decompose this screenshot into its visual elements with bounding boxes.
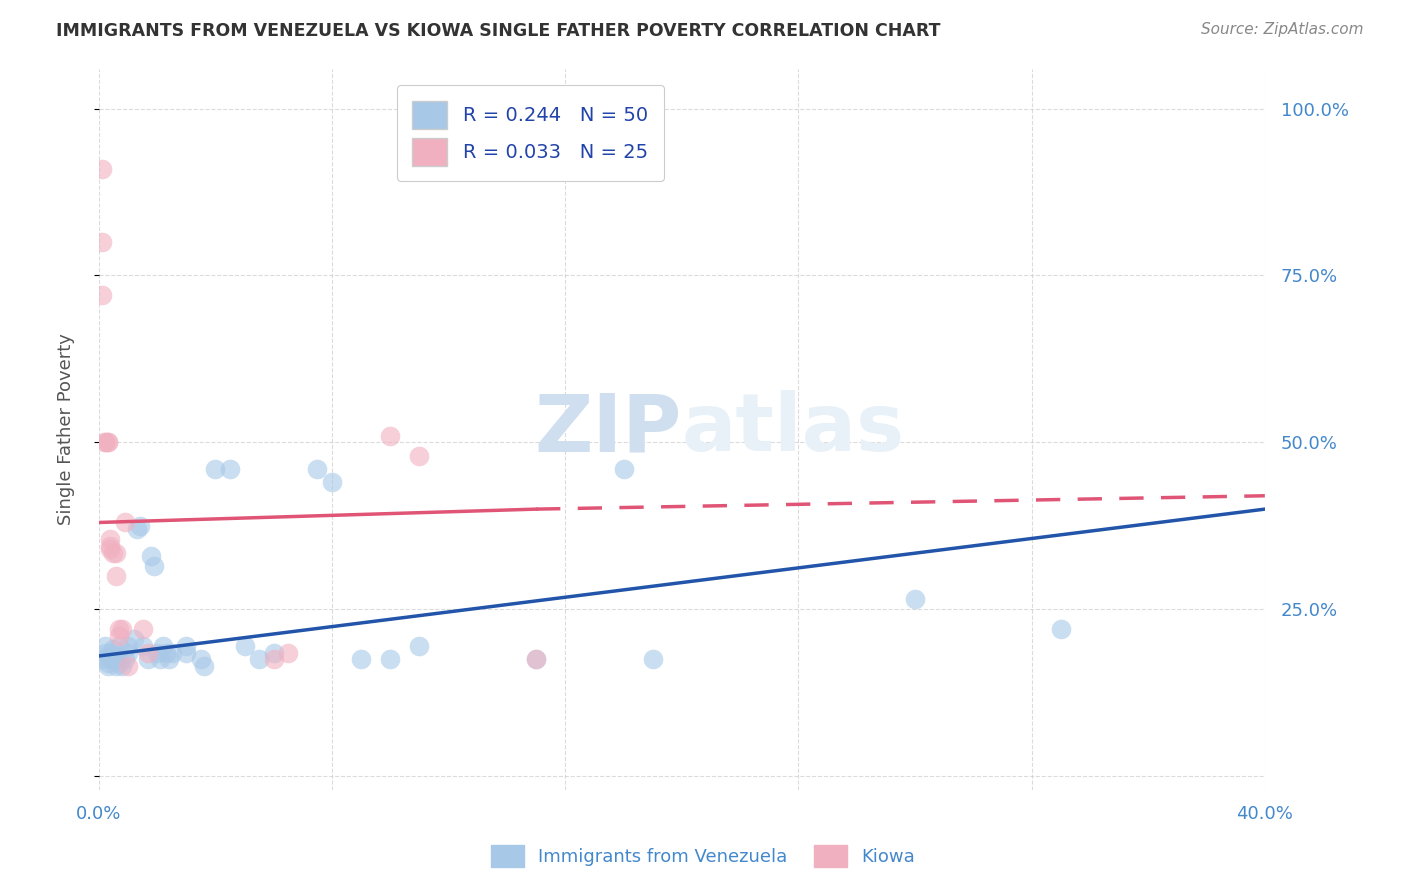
Point	[114, 516, 136, 530]
Point	[128, 518, 150, 533]
Point	[93, 435, 115, 450]
Point	[108, 656, 131, 670]
Point	[90, 652, 112, 666]
Point	[155, 646, 177, 660]
Point	[100, 646, 122, 660]
Point	[105, 569, 128, 583]
Point	[190, 652, 212, 666]
Point	[141, 549, 163, 563]
Point	[149, 652, 172, 666]
Point	[93, 639, 115, 653]
Point	[108, 629, 131, 643]
Point	[103, 545, 125, 559]
Point	[105, 545, 128, 559]
Point	[100, 532, 122, 546]
Point	[125, 522, 148, 536]
Point	[105, 648, 128, 663]
Point	[96, 656, 118, 670]
Point	[138, 646, 160, 660]
Point	[380, 652, 402, 666]
Point	[408, 639, 430, 653]
Point	[96, 435, 118, 450]
Point	[108, 639, 131, 653]
Point	[193, 659, 215, 673]
Legend: Immigrants from Venezuela, Kiowa: Immigrants from Venezuela, Kiowa	[484, 838, 922, 874]
Point	[247, 652, 270, 666]
Legend: R = 0.244   N = 50, R = 0.033   N = 25: R = 0.244 N = 50, R = 0.033 N = 25	[396, 86, 664, 181]
Point	[219, 462, 242, 476]
Point	[321, 475, 343, 490]
Point	[111, 622, 134, 636]
Point	[90, 161, 112, 176]
Point	[174, 646, 197, 660]
Point	[612, 462, 634, 476]
Point	[90, 288, 112, 302]
Point	[263, 646, 285, 660]
Point	[146, 646, 169, 660]
Point	[96, 435, 118, 450]
Point	[117, 659, 139, 673]
Point	[108, 622, 131, 636]
Point	[105, 652, 128, 666]
Point	[103, 648, 125, 663]
Point	[100, 542, 122, 557]
Text: Source: ZipAtlas.com: Source: ZipAtlas.com	[1201, 22, 1364, 37]
Point	[111, 659, 134, 673]
Point	[263, 652, 285, 666]
Point	[114, 652, 136, 666]
Point	[131, 639, 153, 653]
Point	[90, 235, 112, 249]
Point	[160, 646, 183, 660]
Point	[103, 642, 125, 657]
Point	[233, 639, 256, 653]
Point	[524, 652, 547, 666]
Point	[100, 539, 122, 553]
Text: ZIP: ZIP	[534, 390, 682, 468]
Point	[904, 592, 927, 607]
Point	[93, 646, 115, 660]
Point	[408, 449, 430, 463]
Point	[117, 646, 139, 660]
Point	[277, 646, 299, 660]
Point	[138, 652, 160, 666]
Point	[122, 632, 145, 647]
Point	[105, 659, 128, 673]
Point	[524, 652, 547, 666]
Point	[204, 462, 226, 476]
Point	[174, 639, 197, 653]
Point	[307, 462, 329, 476]
Point	[350, 652, 373, 666]
Text: IMMIGRANTS FROM VENEZUELA VS KIOWA SINGLE FATHER POVERTY CORRELATION CHART: IMMIGRANTS FROM VENEZUELA VS KIOWA SINGL…	[56, 22, 941, 40]
Point	[143, 558, 166, 573]
Point	[100, 652, 122, 666]
Point	[96, 659, 118, 673]
Point	[117, 639, 139, 653]
Point	[131, 622, 153, 636]
Y-axis label: Single Father Poverty: Single Father Poverty	[58, 333, 75, 525]
Point	[157, 652, 180, 666]
Point	[641, 652, 664, 666]
Point	[380, 428, 402, 442]
Text: atlas: atlas	[682, 390, 905, 468]
Point	[93, 435, 115, 450]
Point	[152, 639, 174, 653]
Point	[1049, 622, 1071, 636]
